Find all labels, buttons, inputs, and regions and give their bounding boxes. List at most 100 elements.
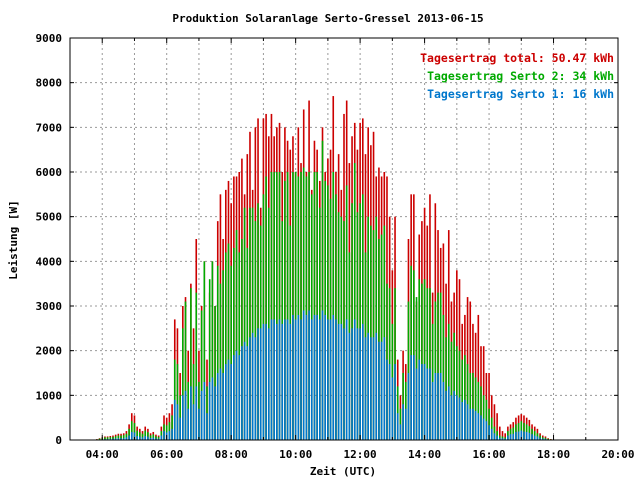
bar (533, 435, 536, 440)
bar (343, 328, 345, 440)
bar (302, 167, 305, 440)
bar (276, 172, 278, 440)
bar (324, 314, 326, 440)
bar (155, 438, 157, 440)
bar (297, 314, 300, 440)
bar (257, 203, 259, 440)
bar (378, 341, 380, 440)
bar (362, 194, 364, 440)
bar (431, 381, 434, 440)
bar (300, 319, 302, 440)
y-tick-label: 2000 (36, 345, 63, 358)
bar (184, 390, 187, 440)
bar (517, 431, 520, 440)
bar (208, 279, 211, 440)
bar (225, 252, 227, 440)
bar (480, 415, 482, 440)
bar (356, 212, 359, 440)
bar (163, 431, 165, 440)
bar (456, 395, 458, 440)
bar (499, 435, 501, 440)
bar (109, 438, 112, 440)
bar (254, 221, 257, 440)
bar (192, 404, 195, 440)
bar (144, 435, 147, 440)
bar (453, 332, 455, 440)
bar (281, 323, 284, 440)
legend-entry: Tagesertrag Serto 1: 16 kWh (427, 87, 614, 101)
bar (233, 247, 235, 440)
bar (456, 346, 458, 440)
bar (211, 261, 214, 440)
bar (485, 399, 488, 440)
bar (394, 288, 396, 440)
bar (485, 421, 488, 440)
bar (466, 364, 469, 440)
y-axis-label: Leistung [W] (7, 200, 20, 279)
bar (337, 323, 340, 440)
bar (509, 434, 512, 440)
bar (171, 415, 173, 440)
bar (141, 433, 144, 440)
bar (447, 323, 450, 440)
bar (176, 404, 179, 440)
bar (133, 432, 136, 440)
bar (308, 310, 310, 440)
bar (147, 436, 149, 440)
bar (437, 373, 439, 440)
bar (469, 373, 472, 440)
y-tick-label: 8000 (36, 77, 63, 90)
bar (348, 332, 351, 440)
bar (238, 252, 241, 440)
bar (292, 172, 294, 440)
bar (426, 368, 429, 440)
bar (367, 332, 369, 440)
bar (372, 230, 375, 440)
bar (490, 428, 493, 440)
bar (327, 319, 329, 440)
bar (362, 323, 364, 440)
bar (200, 390, 203, 440)
bar (241, 346, 243, 440)
bar (477, 413, 480, 440)
bar (112, 438, 114, 440)
bar (141, 437, 144, 440)
bar (267, 328, 270, 440)
bar (313, 314, 316, 440)
bar (308, 172, 310, 440)
bar (399, 408, 402, 440)
x-tick-label: 14:00 (408, 448, 441, 461)
bar (404, 408, 407, 440)
bar (423, 364, 426, 440)
bar (525, 431, 528, 440)
bar (259, 328, 262, 440)
bar (187, 408, 189, 440)
y-tick-label: 6000 (36, 166, 63, 179)
bar (464, 355, 466, 440)
bar (488, 425, 490, 440)
bar (547, 438, 549, 440)
bar (407, 373, 410, 440)
bar (251, 332, 254, 440)
bar (249, 337, 251, 440)
bar (504, 433, 506, 440)
bar (227, 243, 230, 440)
bar (219, 368, 222, 440)
bar (496, 435, 498, 440)
bar (415, 368, 418, 440)
series-3 (96, 310, 555, 440)
series-2 (96, 140, 555, 441)
bar (128, 435, 130, 440)
bar (270, 319, 273, 440)
bar (504, 438, 506, 440)
bar (453, 390, 455, 440)
bar (434, 373, 437, 440)
bar (289, 323, 292, 440)
bar (233, 355, 235, 440)
bar (447, 386, 450, 440)
bar (179, 417, 181, 440)
bar (541, 438, 544, 440)
bar (144, 430, 147, 440)
bar (321, 310, 324, 440)
bar (265, 323, 267, 440)
